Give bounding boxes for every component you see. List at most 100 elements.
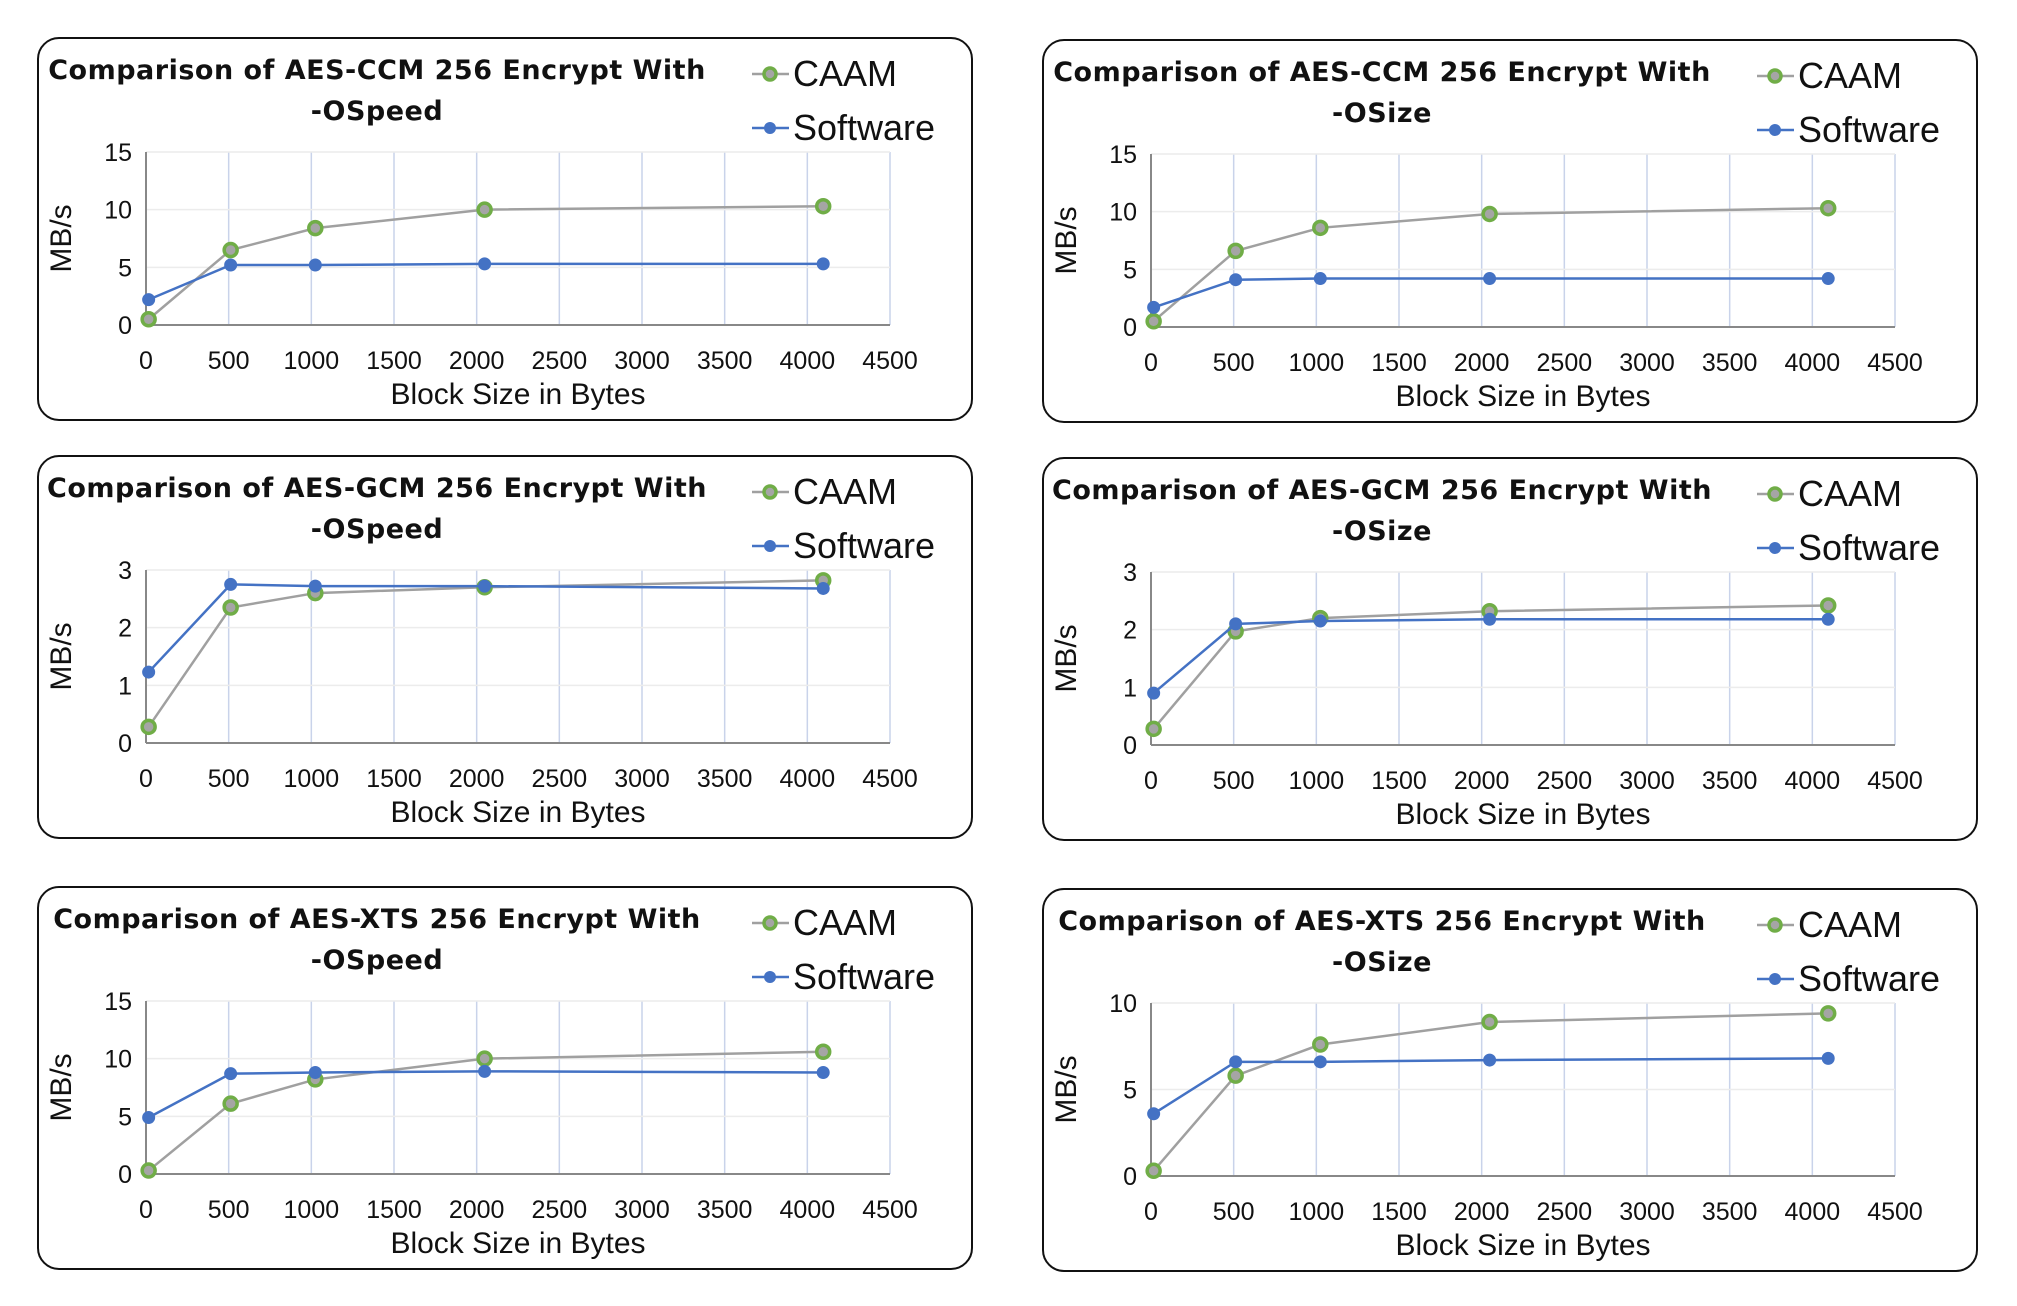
y-tick-label: 10 xyxy=(1109,199,1137,227)
chart-panel: Comparison of AES-GCM 256 Encrypt With -O… xyxy=(1042,457,1978,841)
x-tick-label: 500 xyxy=(208,347,250,375)
data-point-caam xyxy=(1819,199,1837,217)
data-point-caam xyxy=(1481,205,1498,223)
legend-label: CAAM xyxy=(1798,55,1902,96)
data-point-software xyxy=(1483,612,1497,626)
x-tick-label: 1500 xyxy=(1371,767,1427,795)
x-tick-label: 3000 xyxy=(614,1196,670,1224)
data-point-software xyxy=(308,579,322,593)
x-tick-label: 1000 xyxy=(284,1196,340,1224)
legend-label: Software xyxy=(1798,109,1940,150)
data-point-software xyxy=(1821,1051,1835,1065)
x-tick-label: 2000 xyxy=(1454,1198,1510,1226)
y-tick-label: 1 xyxy=(118,672,132,700)
data-point-software xyxy=(1313,614,1327,628)
x-tick-label: 0 xyxy=(139,347,153,375)
x-tick-label: 500 xyxy=(208,1196,250,1224)
y-axis-title: MB/s xyxy=(45,204,78,272)
y-axis-title: MB/s xyxy=(1050,624,1083,692)
legend-marker xyxy=(1769,124,1781,136)
x-tick-label: 2500 xyxy=(532,765,588,793)
legend-marker xyxy=(762,66,778,82)
data-point-software xyxy=(142,665,156,679)
y-tick-label: 5 xyxy=(118,254,132,282)
chart-title: Comparison of AES-XTS 256 Encrypt With xyxy=(53,904,701,935)
x-tick-label: 500 xyxy=(1213,1198,1255,1226)
data-point-caam xyxy=(1819,597,1837,614)
data-point-software xyxy=(1147,1107,1161,1121)
y-tick-label: 10 xyxy=(1109,990,1137,1018)
x-tick-label: 3500 xyxy=(1702,767,1758,795)
legend-marker xyxy=(1767,917,1783,933)
data-point-software xyxy=(478,579,492,593)
legend-label: CAAM xyxy=(1798,904,1902,945)
x-tick-label: 4000 xyxy=(1785,767,1841,795)
chart-title: -OSize xyxy=(1332,947,1432,978)
data-point-caam xyxy=(140,718,157,736)
legend-label: CAAM xyxy=(1798,473,1902,514)
chart-title: Comparison of AES-GCM 256 Encrypt With xyxy=(1052,475,1712,506)
data-point-software xyxy=(1229,617,1243,631)
data-point-software xyxy=(224,258,238,272)
x-tick-label: 2500 xyxy=(532,347,588,375)
x-axis-title: Block Size in Bytes xyxy=(390,1227,645,1260)
legend-label: CAAM xyxy=(793,902,897,943)
legend-label: Software xyxy=(1798,527,1940,568)
x-tick-label: 4000 xyxy=(780,765,836,793)
data-point-caam xyxy=(476,201,493,218)
x-tick-label: 3500 xyxy=(697,347,753,375)
y-tick-label: 0 xyxy=(1123,314,1137,342)
y-tick-label: 1 xyxy=(1123,674,1137,702)
y-tick-label: 5 xyxy=(1123,256,1137,284)
data-point-software xyxy=(1483,272,1497,286)
chart-title: Comparison of AES-CCM 256 Encrypt With xyxy=(1053,57,1711,88)
x-tick-label: 3500 xyxy=(697,765,753,793)
data-point-software xyxy=(1147,300,1161,314)
data-point-software xyxy=(816,581,830,595)
x-tick-label: 500 xyxy=(1213,767,1255,795)
data-point-caam xyxy=(1145,312,1162,330)
x-tick-label: 0 xyxy=(1144,349,1158,377)
x-tick-label: 2000 xyxy=(1454,349,1510,377)
legend-marker xyxy=(1767,486,1783,502)
data-point-software xyxy=(1483,1053,1497,1067)
x-tick-label: 500 xyxy=(208,765,250,793)
data-point-software xyxy=(478,1064,492,1078)
y-tick-label: 0 xyxy=(118,730,132,758)
x-tick-label: 2500 xyxy=(1537,767,1593,795)
x-tick-label: 4000 xyxy=(780,347,836,375)
x-tick-label: 2500 xyxy=(1537,1198,1593,1226)
data-point-caam xyxy=(1312,219,1329,237)
x-axis-title: Block Size in Bytes xyxy=(390,796,645,829)
x-tick-label: 3500 xyxy=(1702,349,1758,377)
x-tick-label: 2000 xyxy=(449,347,505,375)
series-line-software xyxy=(1152,1057,1829,1115)
chart-svg: Comparison of AES-GCM 256 Encrypt With -O… xyxy=(1050,473,1940,831)
y-tick-label: 10 xyxy=(104,1046,132,1074)
y-axis-title: MB/s xyxy=(1050,206,1083,274)
x-tick-label: 3000 xyxy=(614,765,670,793)
x-tick-label: 4500 xyxy=(1867,349,1923,377)
data-point-caam xyxy=(222,599,239,616)
data-point-caam xyxy=(307,219,324,237)
y-tick-label: 2 xyxy=(1123,617,1137,645)
legend-marker xyxy=(764,971,776,983)
x-tick-label: 1000 xyxy=(284,347,340,375)
y-tick-label: 15 xyxy=(104,988,132,1016)
data-point-software xyxy=(1229,273,1243,287)
y-tick-label: 5 xyxy=(118,1103,132,1131)
x-tick-label: 3500 xyxy=(1702,1198,1758,1226)
data-point-caam xyxy=(1145,720,1162,738)
data-point-software xyxy=(816,257,830,271)
legend-label: Software xyxy=(793,525,935,566)
y-tick-label: 5 xyxy=(1123,1077,1137,1105)
x-tick-label: 1500 xyxy=(366,347,422,375)
y-tick-label: 0 xyxy=(1123,732,1137,760)
x-tick-label: 3000 xyxy=(1619,1198,1675,1226)
chart-title: -OSize xyxy=(1332,98,1432,129)
data-point-caam xyxy=(222,1095,239,1112)
y-tick-label: 0 xyxy=(1123,1163,1137,1191)
legend-marker xyxy=(1767,68,1783,84)
data-point-caam xyxy=(1227,242,1244,260)
chart-title: Comparison of AES-GCM 256 Encrypt With xyxy=(47,473,707,504)
